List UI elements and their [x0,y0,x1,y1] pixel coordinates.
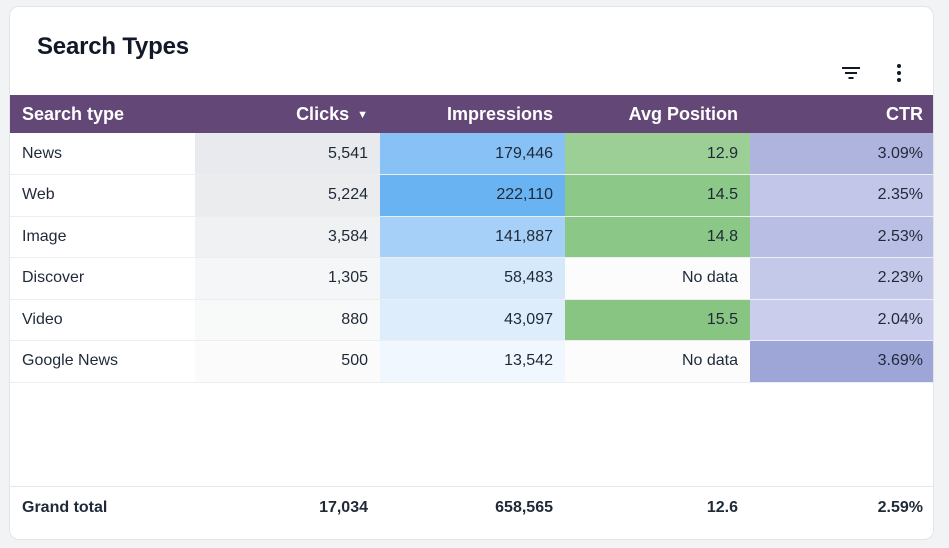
search-types-table: Search type Clicks ▼ Impressions Avg Posi… [10,95,933,530]
more-vert-icon[interactable] [887,61,911,85]
empty-cell [380,382,565,487]
cell-search-type: Discover [10,257,195,300]
cell-avg-position: No data [565,340,750,383]
cell-search-type: Video [10,299,195,341]
table-row: Video 880 43,097 15.5 2.04% [10,299,933,341]
column-header-label: Avg Position [628,103,738,124]
cell-clicks: 1,305 [195,257,380,300]
column-header-search-type[interactable]: Search type [10,95,195,133]
table-row: Web 5,224 222,110 14.5 2.35% [10,174,933,217]
column-header-label: Clicks [296,103,350,124]
cell-impressions: 43,097 [380,299,565,341]
cell-ctr: 2.23% [750,257,933,300]
cell-ctr: 3.09% [750,133,933,175]
cell-clicks: 3,584 [195,216,380,258]
empty-space-row [10,382,933,487]
table-row: News 5,541 179,446 12.9 3.09% [10,133,933,175]
cell-ctr: 2.35% [750,174,933,217]
cell-search-type: Web [10,174,195,217]
cell-impressions: 179,446 [380,133,565,175]
table-header-row: Search type Clicks ▼ Impressions Avg Posi… [10,95,933,133]
column-header-avg-position[interactable]: Avg Position [565,95,750,133]
total-clicks: 17,034 [319,499,368,517]
table-row: Google News 500 13,542 No data 3.69% [10,340,933,383]
cell-search-type: Google News [10,340,195,383]
column-header-clicks[interactable]: Clicks ▼ [195,95,380,133]
cell-clicks: 880 [195,299,380,341]
column-header-label: CTR [886,103,923,124]
column-header-ctr[interactable]: CTR [750,95,933,133]
empty-cell [195,382,380,487]
table-row: Image 3,584 141,887 14.8 2.53% [10,216,933,258]
cell-ctr: 2.53% [750,216,933,258]
cell-avg-position: 14.5 [565,174,750,217]
cell-ctr: 2.04% [750,299,933,341]
cell-avg-position: 14.8 [565,216,750,258]
cell-impressions: 222,110 [380,174,565,217]
cell-search-type: Image [10,216,195,258]
cell-avg-position: 12.9 [565,133,750,175]
total-impressions: 658,565 [495,499,553,517]
grand-total-label: Grand total [22,499,108,517]
column-header-impressions[interactable]: Impressions [380,95,565,133]
cell-impressions: 141,887 [380,216,565,258]
empty-cell [565,382,750,487]
column-header-label: Impressions [446,103,553,124]
table-row: Discover 1,305 58,483 No data 2.23% [10,257,933,300]
empty-cell [750,382,933,487]
cell-ctr: 3.69% [750,340,933,383]
empty-cell [10,382,195,487]
search-types-card: Search Types Search type Clicks ▼ I [9,6,934,540]
card-title: Search Types [37,33,189,60]
total-avg-position: 12.6 [706,499,738,517]
filter-icon[interactable] [839,61,863,85]
cell-clicks: 5,224 [195,174,380,217]
cell-avg-position: No data [565,257,750,300]
column-header-label: Search type [22,103,125,124]
grand-total-row: Grand total 17,034 658,565 12.6 2.59% [10,486,933,530]
cell-avg-position: 15.5 [565,299,750,341]
sort-desc-icon: ▼ [357,108,368,121]
total-ctr: 2.59% [877,499,923,517]
cell-impressions: 58,483 [380,257,565,300]
card-toolbar [839,61,911,85]
cell-clicks: 5,541 [195,133,380,175]
cell-clicks: 500 [195,340,380,383]
cell-impressions: 13,542 [380,340,565,383]
cell-search-type: News [10,133,195,175]
